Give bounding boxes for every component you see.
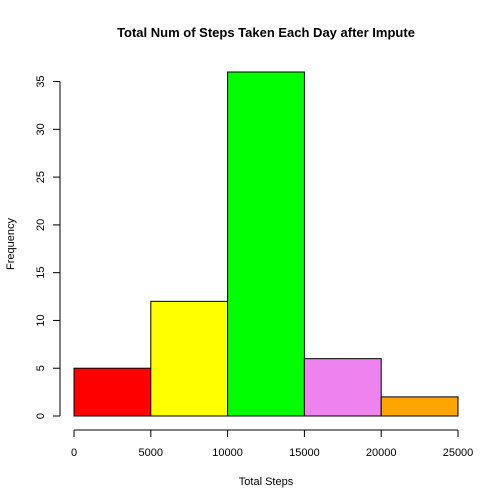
y-tick-label: 25 — [35, 171, 47, 183]
x-tick-label: 0 — [71, 447, 77, 459]
chart-title: Total Num of Steps Taken Each Day after … — [117, 25, 415, 40]
histogram-bar-4 — [304, 359, 381, 416]
x-tick-label: 20000 — [366, 447, 397, 459]
y-tick-label: 30 — [35, 123, 47, 135]
bars-group — [74, 72, 458, 416]
x-tick-label: 25000 — [443, 447, 474, 459]
histogram-bar-5 — [381, 397, 458, 416]
y-tick-label: 0 — [35, 413, 47, 419]
x-axis-ticks: 0 5000 10000 15000 20000 25000 — [71, 430, 473, 459]
y-tick-label: 5 — [35, 365, 47, 371]
y-tick-label: 15 — [35, 267, 47, 279]
x-tick-label: 5000 — [139, 447, 163, 459]
x-tick-label: 10000 — [212, 447, 243, 459]
y-tick-label: 10 — [35, 314, 47, 326]
x-axis-label: Total Steps — [239, 476, 294, 488]
y-axis-label: Frequency — [5, 218, 17, 270]
x-tick-label: 15000 — [289, 447, 320, 459]
y-tick-label: 35 — [35, 75, 47, 87]
y-axis-ticks: 0 5 10 15 20 25 30 35 — [35, 75, 60, 419]
histogram-bar-3 — [228, 72, 305, 416]
y-tick-label: 20 — [35, 219, 47, 231]
histogram-bar-1 — [74, 368, 151, 416]
histogram-bar-2 — [151, 301, 228, 416]
